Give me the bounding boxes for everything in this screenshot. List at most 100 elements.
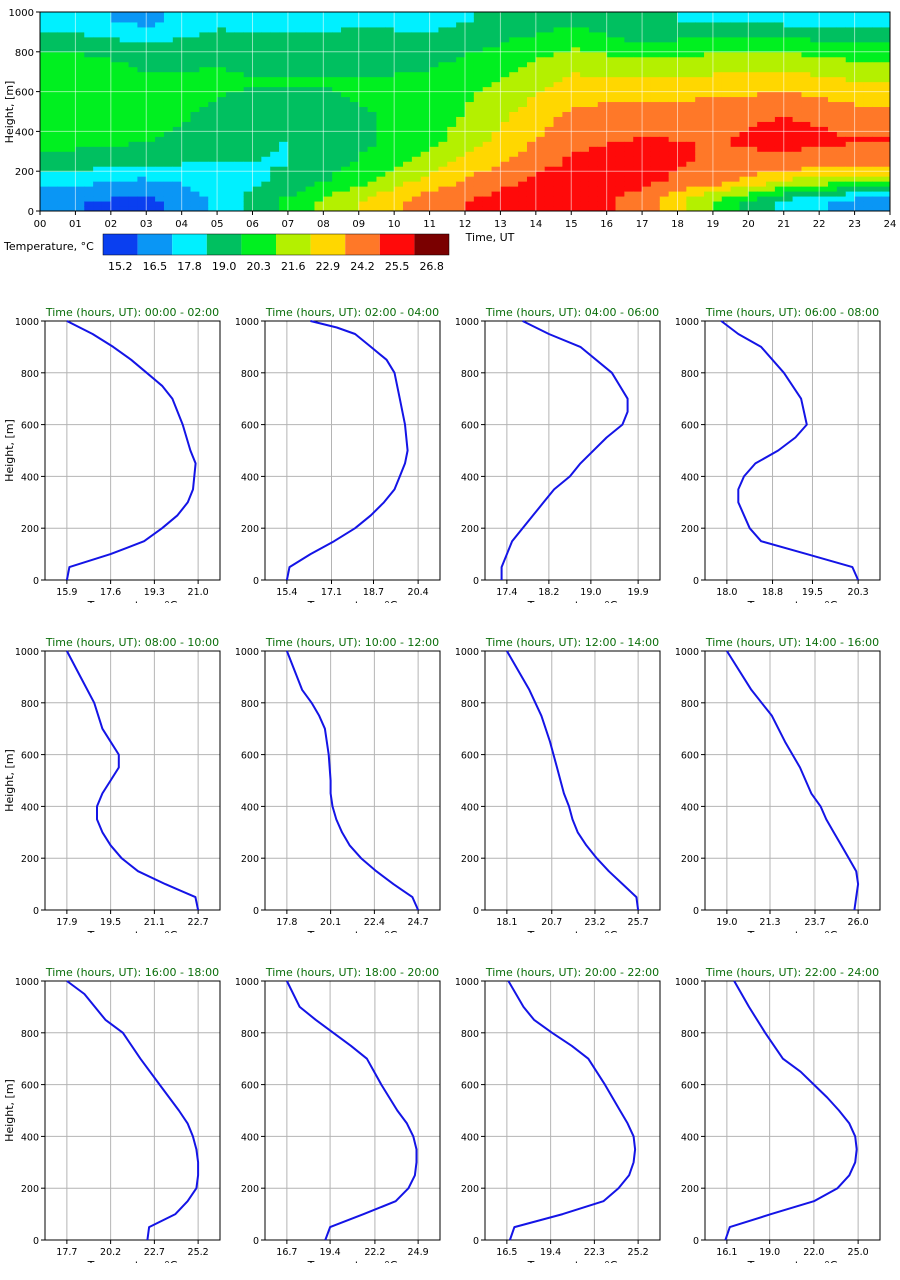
heatmap-cell: [615, 41, 625, 48]
colorbar-swatch: [276, 234, 311, 255]
heatmap-cell: [199, 171, 209, 177]
heatmap-cell: [146, 111, 156, 117]
heatmap-cell: [48, 191, 59, 197]
heatmap-cell: [845, 141, 856, 147]
heatmap-cell: [411, 206, 422, 212]
heatmap-cell: [553, 116, 563, 122]
profile-frame: [704, 980, 881, 1241]
heatmap-cell: [792, 116, 802, 122]
heatmap-cell: [40, 86, 50, 93]
heatmap-cell: [40, 36, 50, 43]
heatmap-cell: [190, 181, 200, 187]
heatmap-cell: [181, 201, 192, 207]
heatmap-cell: [208, 131, 218, 137]
heatmap-cell: [199, 21, 209, 28]
heatmap-cell: [509, 171, 519, 177]
heatmap-cell: [473, 56, 484, 63]
heatmap-cell: [208, 126, 218, 132]
heatmap-cell: [349, 181, 360, 187]
heatmap-cell: [526, 106, 537, 112]
heatmap-cell: [101, 191, 112, 197]
heatmap-cell: [110, 41, 121, 48]
heatmap-cell: [491, 12, 501, 18]
heatmap-cell: [367, 31, 377, 38]
heatmap-cell: [287, 196, 298, 202]
heatmap-cells: [40, 12, 891, 212]
heatmap-cell: [686, 12, 696, 18]
heatmap-cell: [394, 121, 404, 127]
heatmap-cell: [172, 166, 183, 172]
heatmap-cell: [163, 41, 174, 48]
heatmap-cell: [704, 51, 714, 58]
heatmap-cell: [172, 12, 183, 18]
heatmap-cell: [695, 41, 705, 48]
profile-x-tick-label: 19.0: [716, 917, 737, 928]
heatmap-cell: [642, 61, 652, 68]
heatmap-cell: [270, 186, 280, 192]
heatmap-cell: [217, 156, 227, 162]
heatmap-cell: [332, 31, 342, 38]
heatmap-cell: [394, 86, 404, 93]
heatmap-cell: [828, 61, 838, 68]
heatmap-cell: [465, 66, 475, 73]
heatmap-cell: [766, 106, 776, 112]
profile-y-axis-label: Height, [m]: [3, 419, 16, 482]
heatmap-cell: [93, 156, 103, 162]
heatmap-cell: [270, 161, 280, 167]
heatmap-cell: [279, 126, 289, 132]
heatmap-cell: [296, 46, 307, 53]
heatmap-cell: [323, 156, 333, 162]
heatmap-cell: [828, 116, 838, 122]
heatmap-cell: [101, 56, 112, 63]
heatmap-cell: [190, 16, 200, 23]
heatmap-cell: [296, 141, 307, 147]
heatmap-cell: [420, 146, 431, 152]
heatmap-cell: [606, 46, 617, 53]
heatmap-cell: [411, 121, 422, 127]
heatmap-cell: [677, 131, 687, 137]
heatmap-cell: [624, 31, 634, 38]
heatmap-cell: [40, 181, 50, 187]
heatmap-cell: [810, 146, 820, 152]
heatmap-cell: [881, 12, 891, 18]
heatmap-cell: [677, 121, 687, 127]
heatmap-cell: [385, 136, 395, 142]
profile-x-axis-label: Temperature, °C: [527, 929, 618, 933]
heatmap-cell: [172, 176, 183, 182]
profile-temperature-line: [66, 650, 200, 911]
heatmap-cell: [571, 36, 581, 43]
heatmap-cell: [553, 186, 563, 192]
heatmap-cell: [580, 31, 590, 38]
heatmap-cell: [349, 191, 360, 197]
heatmap-cell: [40, 76, 50, 83]
heatmap-cell: [597, 186, 608, 192]
heatmap-cell: [243, 12, 253, 18]
heatmap-cell: [704, 201, 714, 207]
heatmap-cell: [429, 196, 439, 202]
heatmap-cell: [650, 141, 661, 147]
heatmap-cell: [75, 41, 85, 48]
heatmap-cell: [845, 181, 856, 187]
heatmap-cell: [571, 41, 581, 48]
heatmap-cell: [863, 51, 873, 58]
heatmap-cell: [615, 76, 625, 83]
heatmap-cell: [119, 166, 130, 172]
heatmap-cell: [261, 151, 271, 157]
heatmap-cell: [863, 12, 873, 18]
heatmap-cell: [48, 206, 59, 212]
heatmap-cell: [411, 131, 422, 137]
heatmap-cell: [526, 161, 537, 167]
heatmap-cell: [234, 156, 245, 162]
heatmap-cell: [261, 146, 271, 152]
heatmap-cell: [482, 141, 493, 147]
heatmap-cell: [518, 146, 528, 152]
heatmap-cell: [686, 146, 696, 152]
heatmap-cell: [279, 61, 289, 68]
heatmap-cell: [163, 186, 174, 192]
heatmap-cell: [146, 86, 156, 93]
heatmap-cell: [836, 66, 847, 73]
heatmap-cell: [526, 86, 537, 93]
heatmap-cell: [686, 191, 696, 197]
heatmap-cell: [562, 131, 572, 137]
heatmap-cell: [190, 21, 200, 28]
